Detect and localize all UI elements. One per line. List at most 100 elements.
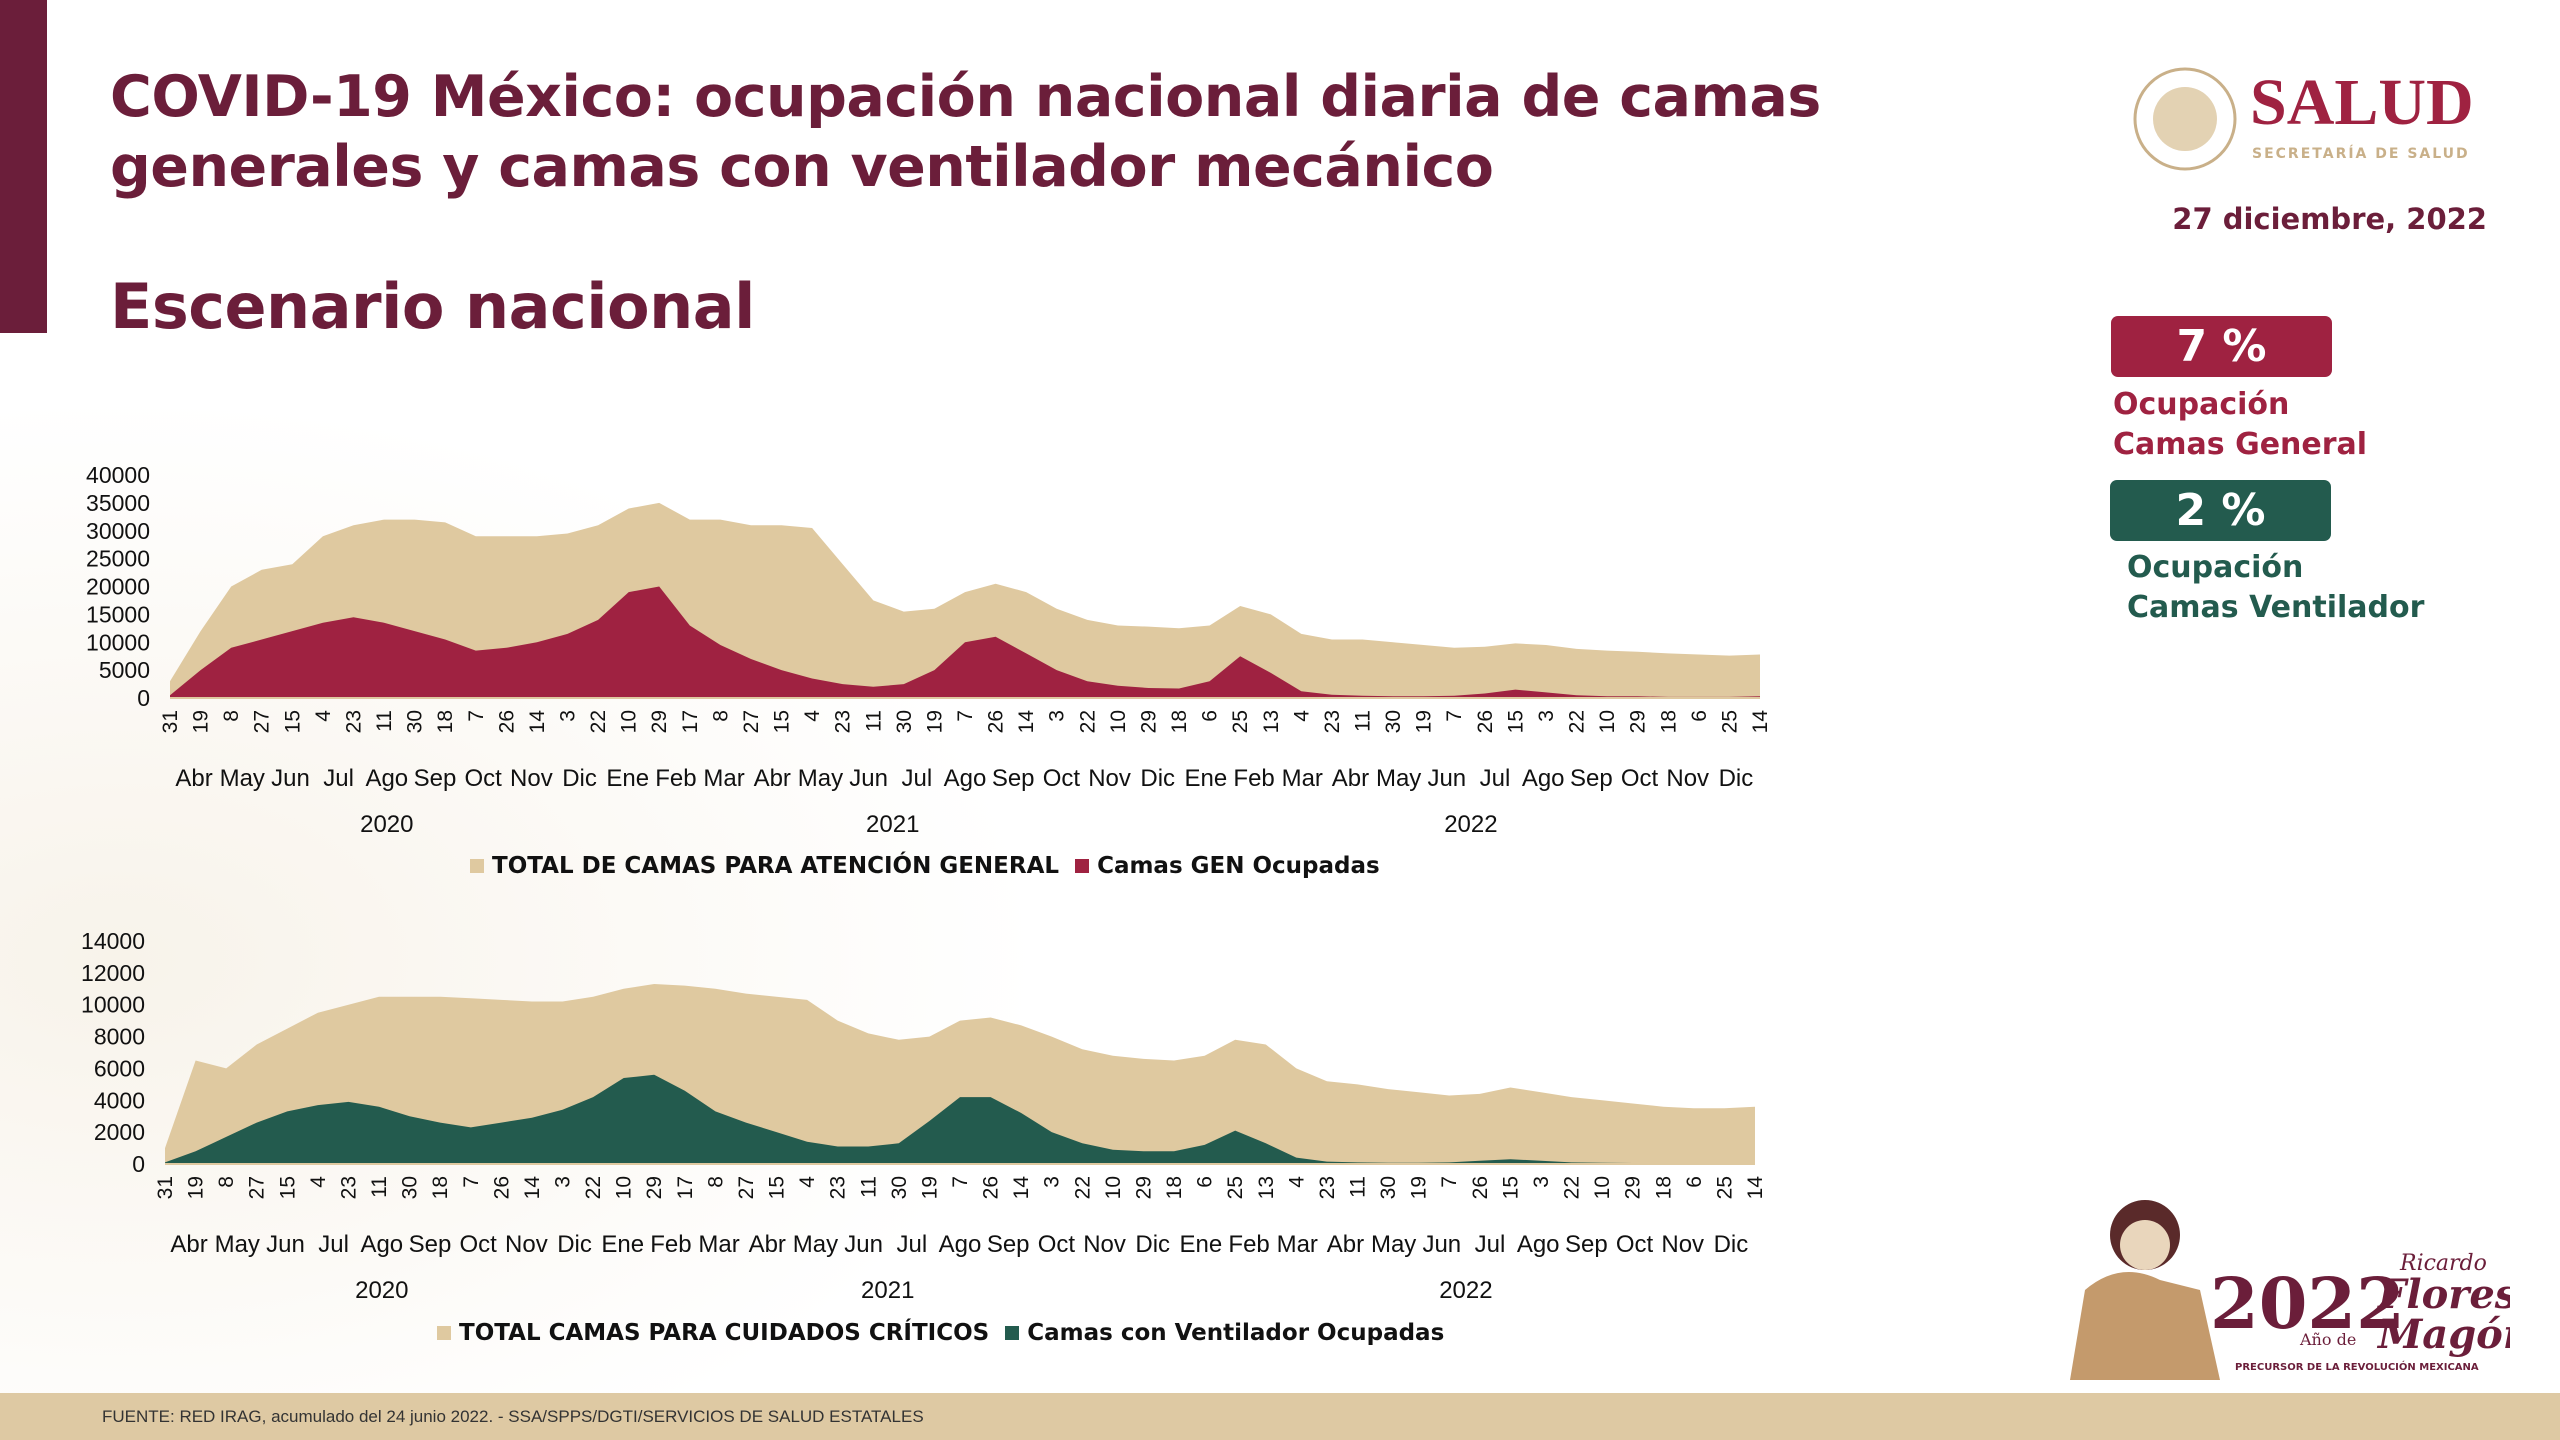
x-tick-label: 3 — [1530, 1176, 1553, 1188]
prefix-text: Año de — [2299, 1330, 2356, 1349]
name-text: Magón — [2376, 1311, 2510, 1358]
x-tick-label: 19 — [185, 1176, 208, 1199]
year-label: 2020 — [355, 1277, 408, 1304]
x-tick-label: 22 — [1076, 710, 1099, 733]
x-tick-label: 15 — [276, 1176, 299, 1199]
x-tick-label: 26 — [490, 1176, 513, 1199]
x-tick-label: 3 — [1535, 710, 1558, 722]
month-label: Jul — [318, 1231, 349, 1258]
eagle-icon — [2153, 87, 2217, 151]
month-label: Mar — [1277, 1231, 1318, 1258]
month-label: Sep — [987, 1231, 1030, 1258]
x-tick-label: 8 — [215, 1176, 238, 1188]
month-label: Oct — [1621, 765, 1659, 792]
salud-logo: SALUD SECRETARÍA DE SALUD — [2133, 66, 2474, 171]
x-tick-label: 26 — [980, 1176, 1003, 1199]
x-tick-label: 10 — [1596, 710, 1619, 733]
x-tick-label: 23 — [342, 710, 365, 733]
month-label: Ago — [939, 1231, 982, 1258]
x-tick-label: 29 — [1622, 1176, 1645, 1199]
x-tick-label: 10 — [613, 1176, 636, 1199]
section-title: Escenario nacional — [110, 270, 755, 343]
general-beds-legend: TOTAL DE CAMAS PARA ATENCIÓN GENERAL Cam… — [470, 853, 1380, 879]
x-tick-label: 17 — [674, 1176, 697, 1199]
month-label: Abr — [754, 765, 791, 792]
logo-sub-text: SECRETARÍA DE SALUD — [2252, 145, 2470, 162]
month-label: May — [793, 1231, 838, 1258]
x-tick-label: 27 — [735, 1176, 758, 1199]
month-label: Nov — [505, 1231, 548, 1258]
x-tick-label: 8 — [709, 710, 732, 722]
kpi-ventilator-value: 2 % — [2110, 480, 2331, 541]
month-label: Nov — [1661, 1231, 1704, 1258]
x-tick-label: 25 — [1229, 710, 1252, 733]
month-label: Jul — [1480, 765, 1511, 792]
series-area-occupied — [170, 586, 1760, 698]
x-tick-label: 29 — [648, 710, 671, 733]
month-label: Jun — [266, 1231, 305, 1258]
page-title: COVID-19 México: ocupación nacional diar… — [110, 62, 1821, 202]
month-label: Sep — [414, 765, 457, 792]
y-tick-label: 25000 — [86, 546, 150, 572]
x-tick-label: 4 — [1290, 710, 1313, 722]
month-label: Jun — [271, 765, 310, 792]
x-tick-label: 30 — [1382, 710, 1405, 733]
tagline-text: PRECURSOR DE LA REVOLUCIÓN MEXICANA — [2235, 1360, 2479, 1373]
x-tick-label: 7 — [949, 1176, 972, 1188]
month-label: Oct — [1616, 1231, 1654, 1258]
kpi-label-line: Camas General — [2113, 427, 2368, 462]
y-tick-label: 0 — [132, 1151, 145, 1177]
x-tick-label: 13 — [1255, 1176, 1278, 1199]
y-tick-label: 6000 — [94, 1055, 145, 1081]
y-tick-label: 8000 — [94, 1024, 145, 1050]
month-label: Sep — [992, 765, 1035, 792]
x-tick-label: 14 — [1010, 1176, 1033, 1200]
x-tick-label: 8 — [704, 1176, 727, 1188]
x-tick-label: 31 — [154, 1176, 177, 1199]
ventilator-beds-legend: TOTAL CAMAS PARA CUIDADOS CRÍTICOS Camas… — [437, 1320, 1444, 1346]
x-tick-label: 25 — [1718, 710, 1741, 733]
seal-icon — [2133, 67, 2237, 171]
month-label: Sep — [1565, 1231, 1608, 1258]
month-label: Ene — [1180, 1231, 1223, 1258]
month-label: Dic — [562, 765, 597, 792]
x-tick-label: 18 — [1657, 710, 1680, 733]
x-tick-label: 15 — [766, 1176, 789, 1199]
series-area-occupied — [165, 1074, 1755, 1164]
x-tick-label: 11 — [368, 1176, 391, 1198]
legend-label-occupied: Camas GEN Ocupadas — [1097, 853, 1380, 879]
legend-swatch-total — [437, 1326, 451, 1340]
x-tick-label: 3 — [1041, 1176, 1064, 1188]
month-label: Feb — [1228, 1231, 1269, 1258]
portrait-icon — [2070, 1272, 2220, 1380]
month-label: Mar — [698, 1231, 739, 1258]
month-label: Jul — [1475, 1231, 1506, 1258]
x-tick-label: 11 — [373, 710, 396, 732]
x-tick-label: 6 — [1199, 710, 1222, 722]
x-tick-label: 4 — [312, 710, 335, 722]
x-tick-label: 17 — [679, 710, 702, 733]
x-tick-label: 23 — [337, 1176, 360, 1199]
x-tick-label: 19 — [923, 710, 946, 733]
y-tick-label: 20000 — [86, 574, 150, 600]
x-tick-label: 27 — [740, 710, 763, 733]
month-label: May — [215, 1231, 260, 1258]
x-tick-label: 11 — [857, 1176, 880, 1198]
x-tick-label: 7 — [465, 710, 488, 722]
y-tick-label: 4000 — [94, 1087, 145, 1113]
year-label: 2022 — [1444, 811, 1497, 838]
x-tick-label: 30 — [1377, 1176, 1400, 1199]
x-tick-label: 11 — [862, 710, 885, 732]
x-tick-label: 14 — [1744, 1176, 1767, 1200]
y-tick-label: 2000 — [94, 1119, 145, 1145]
x-tick-label: 7 — [1438, 1176, 1461, 1188]
x-tick-label: 30 — [404, 710, 427, 733]
month-label: Dic — [557, 1231, 592, 1258]
x-tick-label: 14 — [1015, 710, 1038, 734]
x-tick-label: 11 — [1352, 710, 1375, 732]
month-label: Ago — [944, 765, 987, 792]
month-label: Ene — [1185, 765, 1228, 792]
y-tick-label: 15000 — [86, 601, 150, 627]
x-tick-label: 23 — [1316, 1176, 1339, 1199]
x-tick-label: 29 — [1132, 1176, 1155, 1199]
